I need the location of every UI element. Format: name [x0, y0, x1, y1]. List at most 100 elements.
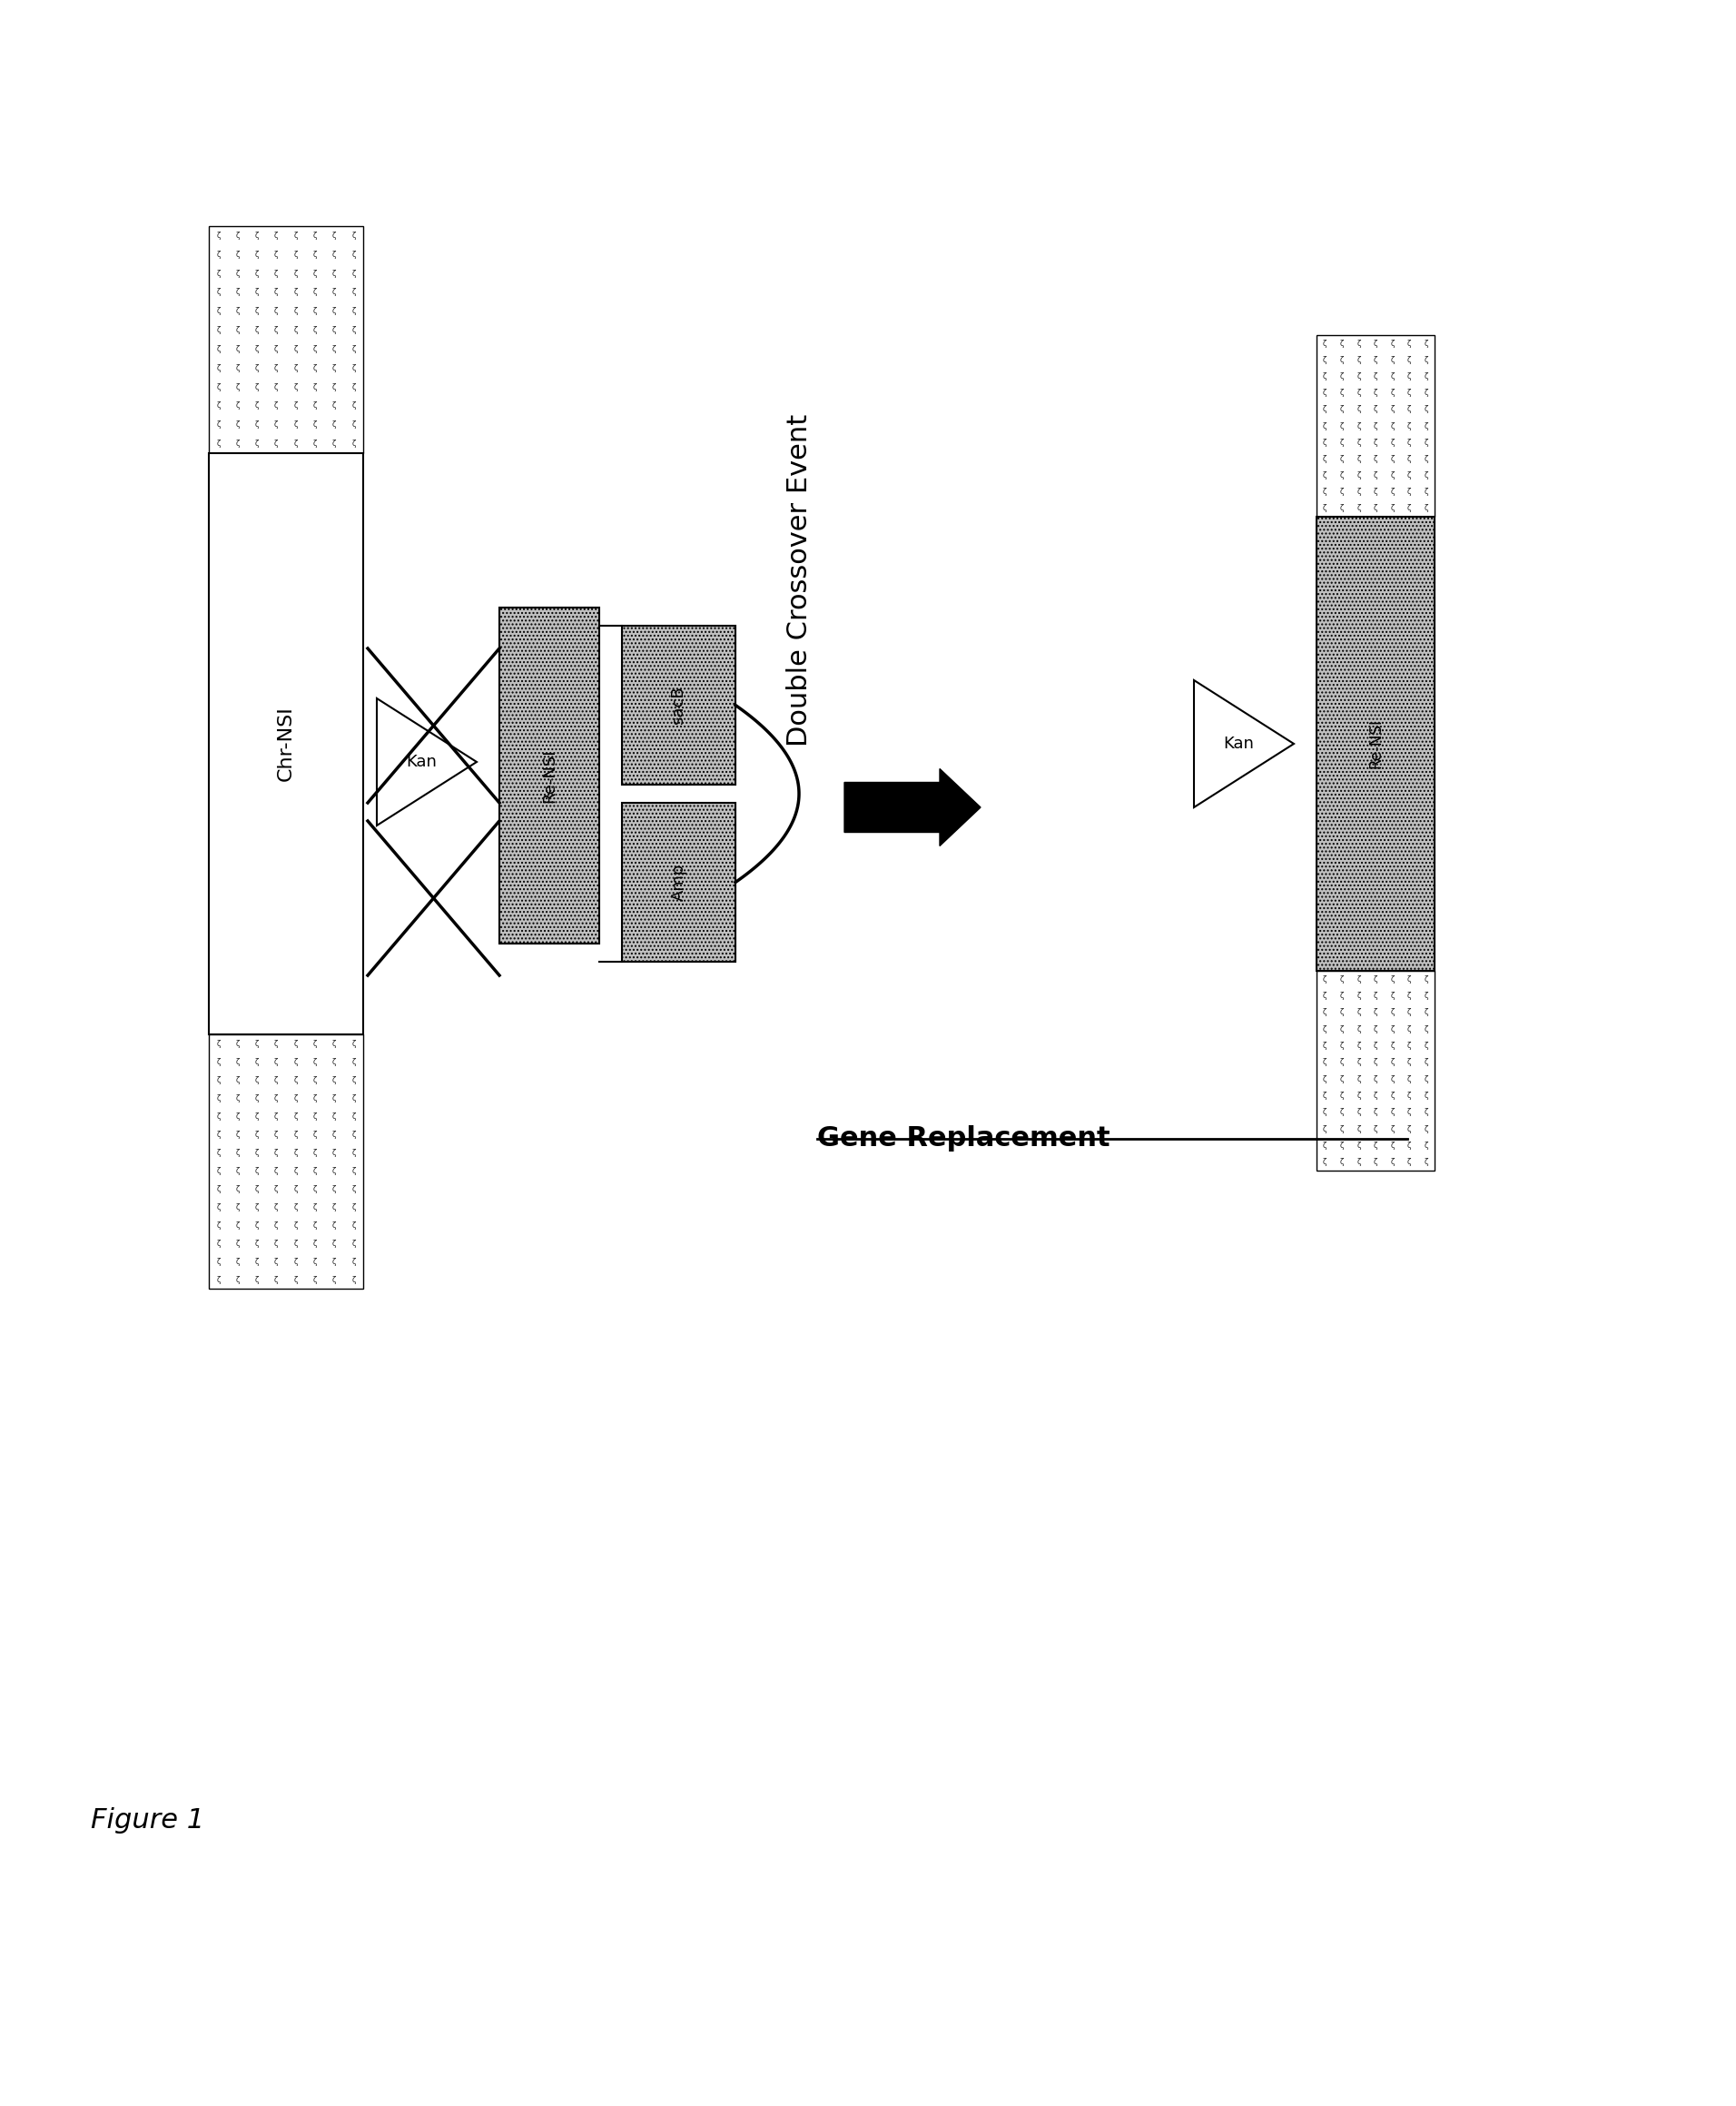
Text: ζ: ζ: [274, 421, 278, 430]
Text: ζ: ζ: [217, 1221, 220, 1230]
Text: ζ: ζ: [1340, 975, 1344, 984]
Text: ζ: ζ: [1408, 505, 1411, 512]
Text: ζ: ζ: [236, 270, 240, 278]
Text: ζ: ζ: [1391, 1074, 1394, 1082]
Text: ζ: ζ: [1424, 1108, 1429, 1116]
Text: ζ: ζ: [274, 383, 278, 392]
Text: ζ: ζ: [1356, 1125, 1361, 1133]
Text: ζ: ζ: [255, 289, 259, 297]
Text: ζ: ζ: [255, 326, 259, 335]
Text: ζ: ζ: [1391, 1091, 1394, 1099]
Text: ζ: ζ: [332, 1186, 337, 1192]
Text: ζ: ζ: [332, 1221, 337, 1230]
Text: ζ: ζ: [293, 270, 297, 278]
Text: ζ: ζ: [274, 364, 278, 373]
Text: ζ: ζ: [1373, 1125, 1378, 1133]
Text: ζ: ζ: [312, 1257, 318, 1266]
Text: ζ: ζ: [351, 307, 356, 316]
Text: ζ: ζ: [236, 1131, 240, 1139]
Text: ζ: ζ: [293, 289, 297, 297]
Text: ζ: ζ: [217, 345, 220, 354]
Text: Figure 1: Figure 1: [90, 1807, 205, 1834]
Text: ζ: ζ: [1408, 455, 1411, 463]
Text: ζ: ζ: [351, 364, 356, 373]
Text: ζ: ζ: [274, 307, 278, 316]
Text: ζ: ζ: [293, 1057, 297, 1066]
Text: ζ: ζ: [255, 307, 259, 316]
Text: ζ: ζ: [1340, 1141, 1344, 1150]
Text: ζ: ζ: [332, 232, 337, 240]
Text: ζ: ζ: [1340, 438, 1344, 446]
Text: ζ: ζ: [1323, 489, 1326, 497]
Text: ζ: ζ: [217, 1076, 220, 1085]
Text: ζ: ζ: [236, 1040, 240, 1047]
Text: Double Crossover Event: Double Crossover Event: [786, 415, 812, 748]
Text: ζ: ζ: [312, 440, 318, 449]
Text: ζ: ζ: [1340, 1026, 1344, 1034]
Bar: [500, 607, 599, 943]
Text: ζ: ζ: [312, 1167, 318, 1175]
Text: ζ: ζ: [1373, 339, 1378, 347]
Text: ζ: ζ: [293, 1040, 297, 1047]
Text: ζ: ζ: [1340, 505, 1344, 512]
Text: ζ: ζ: [1391, 373, 1394, 381]
Text: ζ: ζ: [274, 1238, 278, 1247]
Text: ζ: ζ: [217, 440, 220, 449]
Text: ζ: ζ: [351, 1112, 356, 1120]
Text: ζ: ζ: [1391, 390, 1394, 398]
Text: ζ: ζ: [236, 1093, 240, 1101]
Text: ζ: ζ: [1356, 975, 1361, 984]
Text: ζ: ζ: [312, 383, 318, 392]
Text: ζ: ζ: [312, 289, 318, 297]
Text: ζ: ζ: [351, 1040, 356, 1047]
Text: ζ: ζ: [293, 402, 297, 411]
Text: ζ: ζ: [332, 440, 337, 449]
Text: ζ: ζ: [255, 1221, 259, 1230]
Text: ζ: ζ: [274, 1167, 278, 1175]
Text: ζ: ζ: [312, 1057, 318, 1066]
Text: ζ: ζ: [1408, 1059, 1411, 1066]
Text: ζ: ζ: [236, 307, 240, 316]
Bar: [1316, 335, 1434, 516]
Text: ζ: ζ: [1373, 1059, 1378, 1066]
Text: ζ: ζ: [1340, 489, 1344, 497]
Text: ζ: ζ: [1323, 421, 1326, 430]
Text: ζ: ζ: [1424, 1091, 1429, 1099]
Text: ζ: ζ: [217, 1057, 220, 1066]
Text: ζ: ζ: [1424, 1074, 1429, 1082]
Text: ζ: ζ: [332, 307, 337, 316]
Text: ζ: ζ: [293, 326, 297, 335]
Text: ζ: ζ: [1408, 1009, 1411, 1017]
Text: ζ: ζ: [1340, 1059, 1344, 1066]
Text: ζ: ζ: [255, 1057, 259, 1066]
Text: ζ: ζ: [217, 307, 220, 316]
Text: ζ: ζ: [1356, 505, 1361, 512]
Text: ζ: ζ: [1408, 339, 1411, 347]
Text: ζ: ζ: [217, 251, 220, 259]
Text: ζ: ζ: [1373, 1042, 1378, 1049]
Text: ζ: ζ: [1391, 339, 1394, 347]
Text: ζ: ζ: [1340, 1158, 1344, 1167]
Text: ζ: ζ: [236, 251, 240, 259]
Text: ζ: ζ: [1408, 421, 1411, 430]
Text: Kan: Kan: [406, 754, 437, 771]
Text: ζ: ζ: [1323, 1125, 1326, 1133]
Text: ζ: ζ: [332, 364, 337, 373]
Text: ζ: ζ: [1323, 1141, 1326, 1150]
Text: ζ: ζ: [1408, 373, 1411, 381]
Text: ζ: ζ: [274, 1257, 278, 1266]
Text: ζ: ζ: [1323, 339, 1326, 347]
Bar: [208, 225, 363, 453]
Text: ζ: ζ: [332, 1057, 337, 1066]
Text: ζ: ζ: [217, 364, 220, 373]
Text: ζ: ζ: [1356, 1074, 1361, 1082]
Text: ζ: ζ: [1408, 356, 1411, 364]
Text: ζ: ζ: [312, 402, 318, 411]
Text: ζ: ζ: [332, 1040, 337, 1047]
Text: ζ: ζ: [217, 1148, 220, 1156]
Text: ζ: ζ: [255, 1076, 259, 1085]
Text: ζ: ζ: [332, 421, 337, 430]
Text: ζ: ζ: [1424, 505, 1429, 512]
Text: ζ: ζ: [217, 232, 220, 240]
Text: ζ: ζ: [236, 421, 240, 430]
